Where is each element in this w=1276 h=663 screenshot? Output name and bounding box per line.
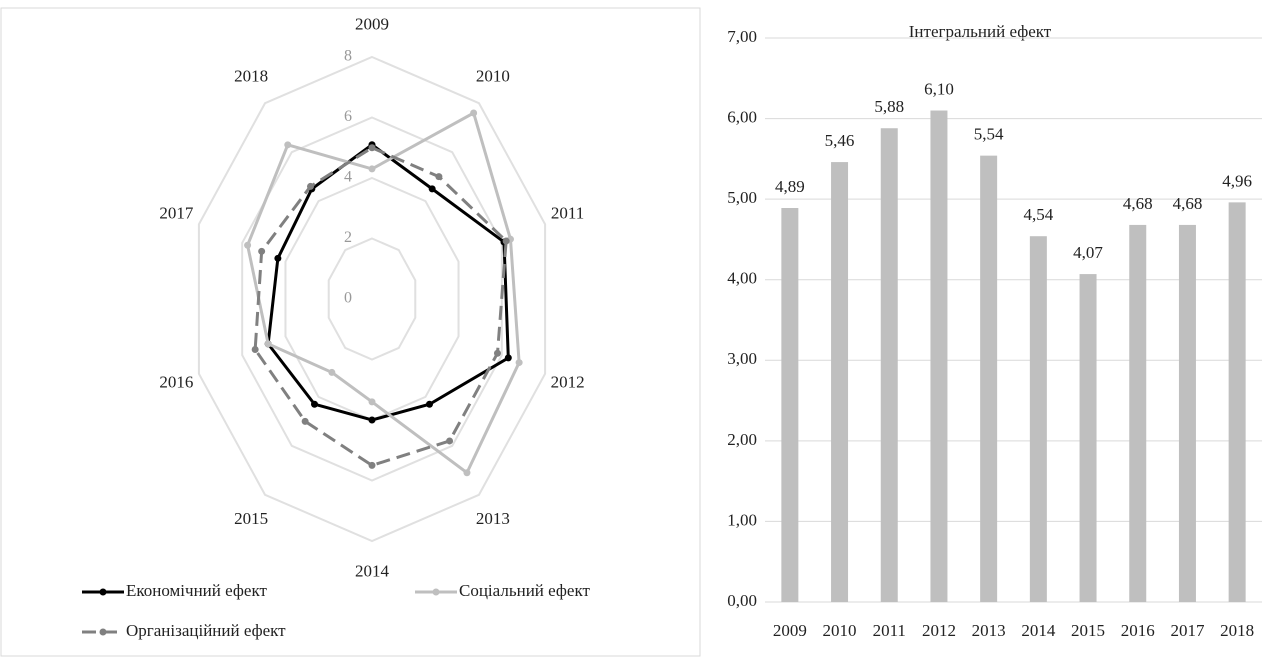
x-tick-label: 2018: [1220, 621, 1254, 640]
point: [251, 345, 259, 353]
bar: [930, 110, 948, 602]
legend-marker: [432, 588, 440, 596]
bar: [1129, 224, 1147, 602]
point: [368, 461, 376, 469]
value-label: 4,96: [1222, 171, 1252, 190]
point: [258, 247, 266, 255]
legend-label: Соціальний ефект: [459, 581, 590, 600]
axis-label: 2015: [234, 509, 268, 528]
value-label: 5,88: [874, 97, 904, 116]
series-line: [246, 110, 521, 476]
point: [426, 400, 434, 408]
point: [264, 340, 272, 348]
legend-label: Організаційний ефект: [126, 621, 286, 640]
point: [368, 398, 376, 406]
grid-ring: [197, 55, 547, 543]
point: [274, 254, 282, 262]
axis-label: 2018: [234, 67, 268, 86]
r-tick-label: 8: [344, 48, 352, 65]
point: [463, 469, 471, 477]
grid-ring: [241, 116, 503, 482]
chart-title: Інтегральний ефект: [909, 22, 1052, 41]
axis-label: 2014: [355, 561, 390, 580]
bar: [1079, 274, 1097, 602]
radar-frame: [0, 7, 701, 657]
grid-ring: [284, 176, 460, 422]
value-label: 4,68: [1123, 194, 1153, 213]
x-tick-label: 2011: [873, 621, 906, 640]
value-label: 5,54: [974, 125, 1004, 144]
value-label: 4,54: [1023, 205, 1053, 224]
point: [368, 144, 376, 152]
value-label: 5,46: [825, 131, 855, 150]
point: [515, 359, 523, 367]
value-label: 4,89: [775, 177, 805, 196]
point: [310, 400, 318, 408]
axis-label: 2016: [159, 372, 193, 391]
bar: [1178, 224, 1196, 602]
r-tick-label: 2: [344, 229, 352, 246]
axis-label: 2011: [551, 203, 584, 222]
axis-label: 2017: [159, 203, 194, 222]
point: [502, 237, 510, 245]
y-tick-label: 7,00: [727, 27, 757, 46]
point: [504, 354, 512, 362]
bar: [980, 155, 998, 603]
point: [435, 173, 443, 181]
bar: [880, 128, 898, 603]
x-tick-label: 2009: [773, 621, 807, 640]
axis-label: 2009: [355, 14, 389, 33]
legend-marker: [99, 588, 107, 596]
r-tick-label: 4: [344, 169, 352, 186]
value-label: 4,68: [1173, 194, 1203, 213]
point: [470, 109, 478, 117]
bar: [1029, 236, 1047, 602]
bar: [1228, 202, 1246, 602]
y-tick-label: 0,00: [727, 591, 757, 610]
bar: [781, 208, 799, 602]
legend-marker: [99, 628, 107, 636]
x-tick-label: 2012: [922, 621, 956, 640]
point: [301, 417, 309, 425]
axis-label: 2013: [476, 509, 510, 528]
legend-label: Економічний ефект: [126, 581, 267, 600]
x-tick-label: 2015: [1071, 621, 1105, 640]
y-tick-label: 1,00: [727, 510, 757, 529]
point: [446, 437, 454, 445]
bar: [831, 162, 849, 602]
y-tick-label: 6,00: [727, 107, 757, 126]
point: [493, 349, 501, 357]
y-tick-label: 4,00: [727, 269, 757, 288]
y-tick-label: 5,00: [727, 188, 757, 207]
x-tick-label: 2017: [1170, 621, 1205, 640]
x-tick-label: 2016: [1121, 621, 1155, 640]
point: [368, 165, 376, 173]
value-label: 4,07: [1073, 243, 1103, 262]
point: [368, 416, 376, 424]
x-tick-label: 2014: [1021, 621, 1056, 640]
point: [428, 185, 436, 193]
y-tick-label: 2,00: [727, 430, 757, 449]
value-label: 6,10: [924, 79, 954, 98]
r-tick-label: 6: [344, 108, 352, 125]
point: [306, 182, 314, 190]
axis-label: 2010: [476, 67, 510, 86]
r-tick-label: 0: [344, 290, 352, 307]
point: [328, 368, 336, 376]
y-tick-label: 3,00: [727, 349, 757, 368]
point: [244, 241, 252, 249]
axis-label: 2012: [551, 372, 585, 391]
point: [284, 141, 292, 149]
series-line: [253, 146, 508, 468]
x-tick-label: 2010: [823, 621, 857, 640]
x-tick-label: 2013: [972, 621, 1006, 640]
grid-ring: [327, 237, 417, 361]
